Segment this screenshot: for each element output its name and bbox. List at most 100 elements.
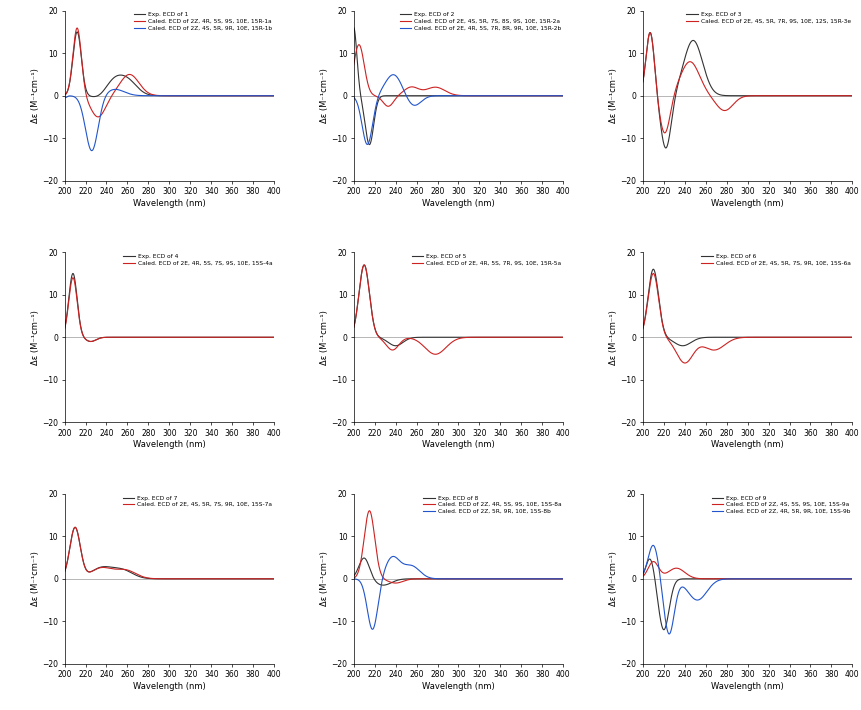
Caled. ECD of 2Z, 4S, 5R, 9R, 10E, 15R-1b [263, 92, 274, 100]
Caled. ECD of 2Z, 4R, 5S, 9S, 10E, 15S-8a [552, 574, 562, 583]
Caled. ECD of 2Z, 5R, 9R, 10E, 15S-8b [388, 552, 399, 561]
Exp. ECD of 1 [59, 91, 70, 99]
Exp. ECD of 9 [847, 574, 858, 583]
Caled. ECD of 2E, 4S, 5R, 7S, 8S, 9S, 10E, 15R-2a [359, 62, 369, 71]
Y-axis label: Δε (M⁻¹cm⁻¹): Δε (M⁻¹cm⁻¹) [609, 552, 618, 606]
Exp. ECD of 9 [740, 574, 750, 583]
Caled. ECD of 2Z, 4S, 5R, 9R, 10E, 15R-1b [269, 92, 279, 100]
Caled. ECD of 2Z, 4S, 5S, 9S, 10E, 15S-9a [802, 574, 813, 583]
Exp. ECD of 2 [359, 115, 369, 124]
Caled. ECD of 2E, 4S, 5R, 7S, 8S, 9S, 10E, 15R-2a [354, 40, 364, 49]
Line: Caled. ECD of 2Z, 4R, 5R, 9R, 10E, 15S-9b: Caled. ECD of 2Z, 4R, 5R, 9R, 10E, 15S-9… [643, 545, 852, 634]
Caled. ECD of 2Z, 4R, 5R, 9R, 10E, 15S-9b [648, 541, 659, 550]
Line: Caled. ECD of 2Z, 4S, 5R, 9R, 10E, 15R-1b: Caled. ECD of 2Z, 4S, 5R, 9R, 10E, 15R-1… [65, 89, 274, 151]
Exp. ECD of 1 [89, 92, 99, 101]
Caled. ECD of 2E, 4S, 5R, 7S, 9R, 10E, 15S-6a [638, 324, 648, 333]
Exp. ECD of 8 [514, 574, 524, 583]
Exp. ECD of 5 [391, 342, 401, 350]
Exp. ECD of 4 [162, 333, 172, 342]
Caled. ECD of 2E, 4S, 5R, 7S, 9R, 10E, 15S-6a [648, 269, 659, 278]
Caled. ECD of 2E, 4R, 5S, 7R, 9S, 10E, 15R-5a [430, 350, 441, 359]
Caled. ECD of 2E, 4S, 5R, 7R, 9S, 10E, 12S, 15R-3e [660, 129, 670, 137]
Caled. ECD of 2E, 4S, 5R, 7R, 9S, 10E, 12S, 15R-3e [648, 50, 659, 58]
X-axis label: Wavelength (nm): Wavelength (nm) [133, 199, 206, 208]
Caled. ECD of 2E, 4R, 5S, 7R, 9S, 10E, 15R-5a [552, 333, 562, 342]
Caled. ECD of 2E, 4R, 5S, 7R, 9S, 10E, 15R-5a [552, 333, 562, 342]
Legend: Exp. ECD of 8, Caled. ECD of 2Z, 4R, 5S, 9S, 10E, 15S-8a, Caled. ECD of 2Z, 5R, : Exp. ECD of 8, Caled. ECD of 2Z, 4R, 5S,… [424, 496, 561, 513]
Exp. ECD of 5 [445, 333, 455, 342]
Caled. ECD of 2Z, 4R, 5R, 9R, 10E, 15S-9b [638, 570, 648, 579]
Caled. ECD of 2Z, 4R, 5S, 9S, 10E, 15S-8a [558, 574, 568, 583]
Line: Caled. ECD of 2Z, 4R, 5S, 9S, 10E, 15R-1a: Caled. ECD of 2Z, 4R, 5S, 9S, 10E, 15R-1… [65, 28, 274, 117]
Caled. ECD of 2Z, 4S, 5S, 9S, 10E, 15S-9a [841, 574, 852, 583]
Y-axis label: Δε (M⁻¹cm⁻¹): Δε (M⁻¹cm⁻¹) [319, 310, 329, 365]
Caled. ECD of 2E, 4S, 5R, 7S, 9R, 10E, 15S-7a [269, 574, 279, 583]
Exp. ECD of 5 [359, 261, 369, 269]
Caled. ECD of 2E, 4R, 5S, 7R, 9S, 10E, 15R-5a [514, 333, 524, 342]
Caled. ECD of 2Z, 5R, 9R, 10E, 15S-8b [558, 574, 568, 583]
Caled. ECD of 2E, 4R, 5S, 7R, 8R, 9R, 10E, 15R-2b [359, 133, 369, 142]
Exp. ECD of 1 [162, 92, 172, 100]
Exp. ECD of 5 [359, 261, 369, 269]
Caled. ECD of 2Z, 4R, 5S, 9S, 10E, 15R-1a [70, 30, 80, 38]
Line: Exp. ECD of 1: Exp. ECD of 1 [65, 32, 274, 97]
Caled. ECD of 2E, 4R, 5S, 7S, 9S, 10E, 15S-4a [263, 333, 273, 342]
Exp. ECD of 6 [734, 333, 745, 342]
X-axis label: Wavelength (nm): Wavelength (nm) [422, 199, 495, 208]
Exp. ECD of 3 [638, 77, 648, 86]
Y-axis label: Δε (M⁻¹cm⁻¹): Δε (M⁻¹cm⁻¹) [30, 310, 40, 365]
Exp. ECD of 4 [68, 269, 78, 278]
Exp. ECD of 3 [734, 92, 745, 100]
Caled. ECD of 2E, 4R, 5S, 7R, 8R, 9R, 10E, 15R-2b [450, 92, 461, 100]
Line: Exp. ECD of 2: Exp. ECD of 2 [354, 28, 563, 145]
Caled. ECD of 2Z, 4S, 5R, 9R, 10E, 15R-1b [156, 92, 166, 100]
Caled. ECD of 2Z, 4R, 5R, 9R, 10E, 15S-9b [740, 574, 750, 583]
Caled. ECD of 2Z, 4S, 5S, 9S, 10E, 15S-9a [740, 574, 750, 583]
Y-axis label: Δε (M⁻¹cm⁻¹): Δε (M⁻¹cm⁻¹) [319, 68, 329, 123]
Caled. ECD of 2E, 4S, 5R, 7S, 9R, 10E, 15S-6a [841, 333, 852, 342]
Caled. ECD of 2Z, 4R, 5R, 9R, 10E, 15S-9b [803, 574, 814, 583]
Caled. ECD of 2E, 4S, 5R, 7S, 8S, 9S, 10E, 15R-2a [552, 92, 562, 100]
Caled. ECD of 2E, 4S, 5R, 7S, 9R, 10E, 15S-6a [847, 333, 858, 342]
Caled. ECD of 2Z, 4R, 5S, 9S, 10E, 15S-8a [552, 574, 562, 583]
Caled. ECD of 2Z, 4R, 5S, 9S, 10E, 15R-1a [156, 92, 166, 100]
Exp. ECD of 8 [359, 554, 369, 562]
Line: Exp. ECD of 5: Exp. ECD of 5 [354, 265, 563, 346]
Caled. ECD of 2Z, 5R, 9R, 10E, 15S-8b [552, 574, 562, 583]
Exp. ECD of 8 [552, 574, 562, 583]
Caled. ECD of 2E, 4R, 5S, 7R, 8R, 9R, 10E, 15R-2b [445, 92, 455, 100]
Exp. ECD of 3 [841, 92, 852, 100]
Exp. ECD of 8 [445, 574, 455, 583]
Line: Exp. ECD of 4: Exp. ECD of 4 [65, 273, 274, 342]
Caled. ECD of 2Z, 4S, 5R, 9R, 10E, 15R-1b [70, 93, 80, 102]
Caled. ECD of 2E, 4S, 5R, 7S, 9R, 10E, 15S-6a [803, 333, 814, 342]
Exp. ECD of 5 [450, 333, 461, 342]
Caled. ECD of 2E, 4S, 5R, 7S, 9R, 10E, 15S-6a [740, 333, 750, 342]
Caled. ECD of 2Z, 5R, 9R, 10E, 15S-8b [349, 574, 359, 583]
X-axis label: Wavelength (nm): Wavelength (nm) [711, 199, 784, 208]
Caled. ECD of 2E, 4R, 5S, 7S, 9S, 10E, 15S-4a [156, 333, 166, 342]
Caled. ECD of 2Z, 5R, 9R, 10E, 15S-8b [450, 574, 461, 583]
Exp. ECD of 9 [638, 570, 648, 579]
Exp. ECD of 3 [803, 92, 814, 100]
Legend: Exp. ECD of 2, Caled. ECD of 2E, 4S, 5R, 7S, 8S, 9S, 10E, 15R-2a, Caled. ECD of : Exp. ECD of 2, Caled. ECD of 2E, 4S, 5R,… [400, 12, 561, 31]
Caled. ECD of 2E, 4R, 5S, 7R, 8R, 9R, 10E, 15R-2b [514, 92, 524, 100]
Legend: Exp. ECD of 7, Caled. ECD of 2E, 4S, 5R, 7S, 9R, 10E, 15S-7a: Exp. ECD of 7, Caled. ECD of 2E, 4S, 5R,… [123, 496, 272, 507]
Exp. ECD of 6 [841, 333, 852, 342]
Caled. ECD of 2Z, 4R, 5R, 9R, 10E, 15S-9b [664, 630, 674, 638]
Caled. ECD of 2Z, 4S, 5R, 9R, 10E, 15R-1b [225, 92, 235, 100]
Caled. ECD of 2E, 4S, 5R, 7S, 9R, 10E, 15S-7a [263, 574, 273, 583]
Caled. ECD of 2Z, 4S, 5R, 9R, 10E, 15R-1b [110, 85, 121, 94]
Caled. ECD of 2E, 4S, 5R, 7S, 9R, 10E, 15S-7a [71, 523, 81, 532]
Line: Caled. ECD of 2E, 4S, 5R, 7S, 8S, 9S, 10E, 15R-2a: Caled. ECD of 2E, 4S, 5R, 7S, 8S, 9S, 10… [354, 45, 563, 106]
Line: Caled. ECD of 2Z, 5R, 9R, 10E, 15S-8b: Caled. ECD of 2Z, 5R, 9R, 10E, 15S-8b [354, 557, 563, 629]
Exp. ECD of 6 [638, 324, 648, 332]
Exp. ECD of 9 [841, 574, 852, 583]
Line: Exp. ECD of 8: Exp. ECD of 8 [354, 558, 563, 585]
Exp. ECD of 1 [72, 28, 83, 36]
Exp. ECD of 7 [156, 574, 166, 583]
Caled. ECD of 2E, 4R, 5S, 7R, 8R, 9R, 10E, 15R-2b [558, 92, 568, 100]
Caled. ECD of 2E, 4S, 5R, 7R, 9S, 10E, 12S, 15R-3e [638, 77, 648, 86]
Exp. ECD of 3 [645, 28, 655, 37]
Exp. ECD of 3 [847, 92, 858, 100]
